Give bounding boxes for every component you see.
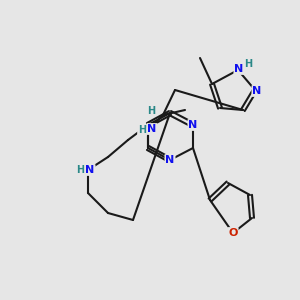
Text: H: H xyxy=(244,59,252,69)
Text: N: N xyxy=(252,86,262,96)
Text: H: H xyxy=(76,165,84,175)
Text: N: N xyxy=(234,64,244,74)
Text: N: N xyxy=(188,120,198,130)
Text: N: N xyxy=(147,124,157,134)
Text: O: O xyxy=(228,228,238,238)
Text: H: H xyxy=(138,125,146,135)
Text: N: N xyxy=(85,165,94,175)
Text: H: H xyxy=(147,106,155,116)
Text: N: N xyxy=(165,155,175,165)
